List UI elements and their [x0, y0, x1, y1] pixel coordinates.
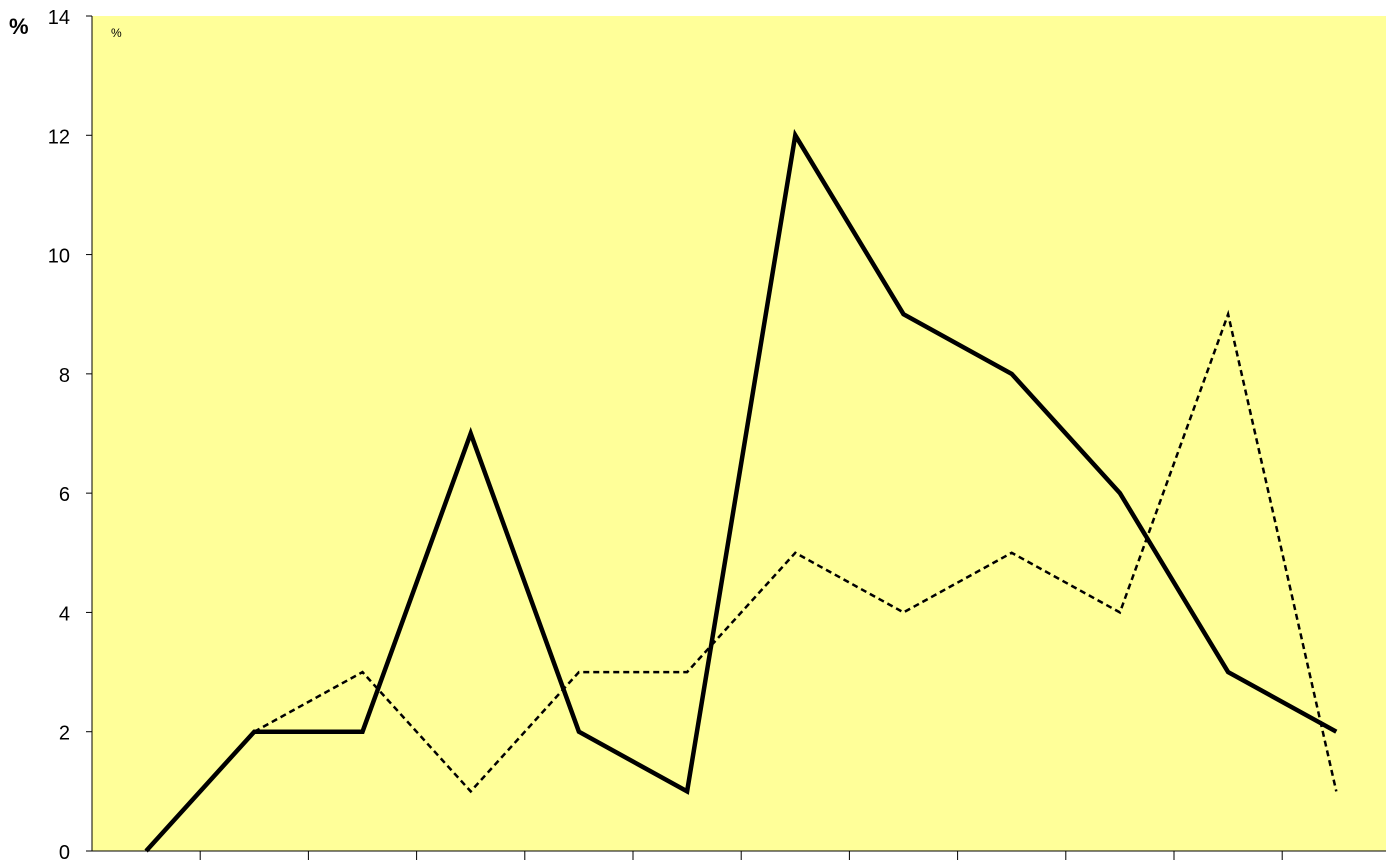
y-tick-label: 4 — [59, 603, 70, 625]
plot-unit-label: % — [111, 26, 122, 40]
y-tick-label: 8 — [59, 365, 70, 387]
y-tick-label: 12 — [48, 126, 70, 148]
y-tick-label: 14 — [48, 7, 70, 29]
axes: 0 2 4 6 8 10 12 14 — [48, 7, 1386, 863]
y-tick-label: 10 — [48, 246, 70, 268]
y-tick-label: 0 — [59, 842, 70, 863]
y-tick-label: 6 — [59, 484, 70, 506]
series-layer — [144, 128, 1338, 853]
series-line-solid — [144, 128, 1338, 853]
y-axis-unit-label: % — [9, 14, 29, 39]
y-tick-label: 2 — [59, 723, 70, 745]
plot-area — [92, 16, 1386, 851]
series-line-dashed — [253, 309, 1338, 794]
